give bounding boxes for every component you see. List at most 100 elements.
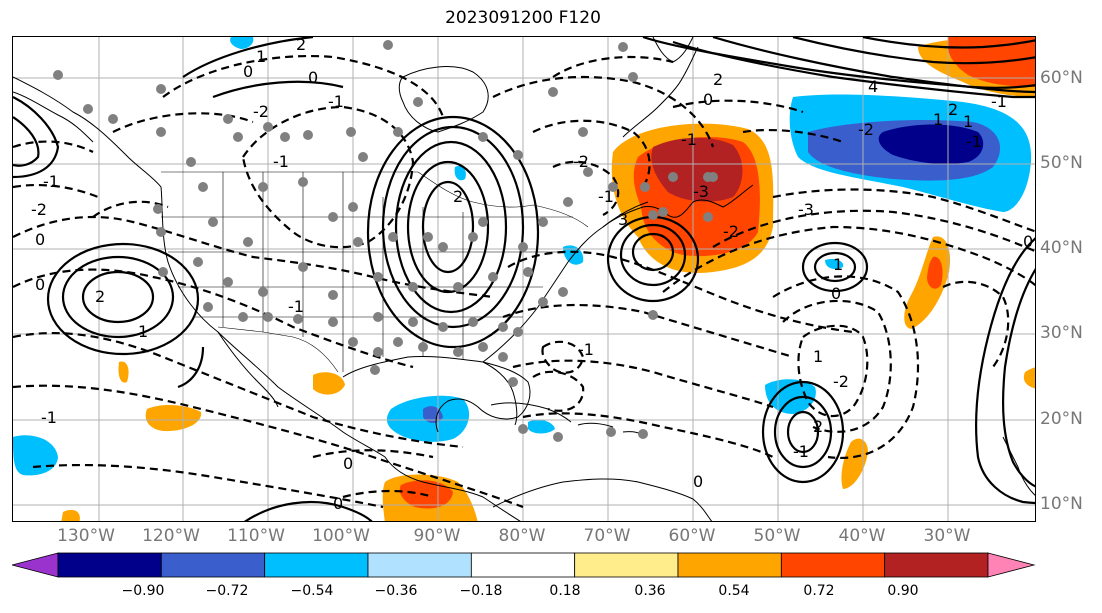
us-canada-border bbox=[161, 171, 589, 228]
colorbar-extend-low bbox=[12, 552, 59, 578]
canadian-maritimes bbox=[602, 184, 754, 228]
contour-label: 1 bbox=[256, 47, 266, 66]
contour-north-jet-2 bbox=[672, 40, 1035, 99]
contour-low-atlantic-1 bbox=[631, 232, 675, 272]
contour-high-center-2 bbox=[406, 160, 490, 294]
contour-east-trough-2 bbox=[1001, 268, 1035, 488]
contour-label: 2 bbox=[948, 100, 958, 119]
contour-high-center-4 bbox=[381, 125, 525, 329]
colorbar-tick-label: −0.90 bbox=[121, 583, 165, 599]
florida bbox=[482, 361, 518, 426]
colorbar-segment bbox=[57, 552, 162, 578]
contour-label: -3 bbox=[693, 182, 709, 201]
longitude-label: 60°W bbox=[668, 526, 716, 546]
latitude-label: 60°N bbox=[1040, 68, 1083, 88]
hispaniola bbox=[577, 422, 614, 428]
contour-label: 1 bbox=[963, 112, 973, 131]
contour-label: 1 bbox=[833, 255, 843, 274]
contour-high-center-5 bbox=[366, 115, 540, 349]
positive-anomaly-east-edge bbox=[1023, 367, 1035, 389]
contour-label: -1 bbox=[43, 172, 59, 191]
station-dots bbox=[53, 40, 718, 442]
colorbar-tick-label: 0.90 bbox=[887, 583, 919, 599]
colorbar-segment bbox=[884, 552, 989, 578]
latitude-label: 20°N bbox=[1040, 409, 1083, 429]
contour-trough-1 bbox=[786, 410, 820, 454]
contour-label: -1 bbox=[991, 92, 1007, 111]
contour-label: 2 bbox=[95, 287, 105, 306]
alaska-panhandle bbox=[13, 91, 94, 143]
contour-label: 0 bbox=[703, 90, 713, 109]
contour-high-west-3 bbox=[46, 242, 200, 356]
contour-label: 0 bbox=[333, 494, 343, 513]
contour-high-west-2 bbox=[61, 255, 175, 339]
contour-label: 0 bbox=[35, 230, 45, 249]
contour-northwest-4 bbox=[212, 80, 344, 99]
contour-label: 2 bbox=[453, 187, 463, 206]
colorbar-segment bbox=[264, 552, 369, 578]
longitude-label: 130°W bbox=[57, 526, 115, 546]
longitude-label: 70°W bbox=[583, 526, 631, 546]
contour-northwest-3 bbox=[182, 37, 314, 78]
positive-contours bbox=[13, 37, 1035, 521]
contour-label: 0 bbox=[693, 472, 703, 491]
colorbar-tick-label: −0.18 bbox=[459, 583, 503, 599]
contour-label: 0 bbox=[343, 454, 353, 473]
contour-label: -1 bbox=[966, 132, 982, 151]
forecast-map: 0 1 2 0 -1 -2 -1 -2 0 2 1 -1 -1 -2 0 -3 … bbox=[12, 36, 1036, 522]
longitude-label: 80°W bbox=[498, 526, 546, 546]
longitude-label: 90°W bbox=[413, 526, 461, 546]
contour-label: 4 bbox=[868, 77, 878, 96]
contour-bermuda-1 bbox=[813, 251, 857, 283]
contour-label: 2 bbox=[713, 70, 723, 89]
colorbar-segment bbox=[367, 552, 472, 578]
contour-high-center-1 bbox=[421, 180, 475, 274]
contour-north-jet-3 bbox=[712, 37, 1035, 94]
labrador-coast bbox=[622, 46, 699, 138]
contour-high-west-1 bbox=[81, 270, 155, 324]
contour-label: 2 bbox=[813, 417, 823, 436]
contour-label: -2 bbox=[858, 120, 874, 139]
latitude-label: 30°N bbox=[1040, 323, 1083, 343]
contour-label: -1 bbox=[41, 408, 57, 427]
colorbar-tick-label: 0.18 bbox=[549, 583, 581, 599]
contour-label: 0 bbox=[1023, 232, 1033, 251]
contour-label: -1 bbox=[598, 187, 614, 206]
contour-label-layer: 0 1 2 0 -1 -2 -1 -2 0 2 1 -1 -1 -2 0 -3 … bbox=[31, 37, 1033, 513]
contour-northwest-2 bbox=[13, 116, 40, 167]
contour-label: -1 bbox=[681, 130, 697, 149]
latitude-label: 50°N bbox=[1040, 153, 1083, 173]
contour-bermuda-2 bbox=[801, 241, 869, 293]
latitude-label: 40°N bbox=[1040, 238, 1083, 258]
negative-anomaly-hudson bbox=[230, 37, 254, 49]
contour-label: 0 bbox=[308, 68, 318, 87]
filled-anomaly-layer bbox=[13, 37, 1035, 521]
colorbar-tick-label: −0.54 bbox=[290, 583, 334, 599]
baja-peninsula bbox=[217, 331, 279, 408]
colorbar-segment bbox=[470, 552, 576, 578]
contour-label: 0 bbox=[35, 275, 45, 294]
positive-anomaly-newfoundland-peak bbox=[651, 137, 743, 202]
negative-anomaly-bermuda bbox=[825, 258, 844, 269]
contour-label: 0 bbox=[831, 284, 841, 303]
colorbar-tick-label: 0.36 bbox=[634, 583, 666, 599]
positive-anomaly-pacific-south bbox=[145, 405, 202, 432]
contour-label: -1 bbox=[328, 92, 344, 111]
contour-label: -2 bbox=[573, 152, 589, 171]
colorbar-tick-label: −0.72 bbox=[205, 583, 249, 599]
colorbar-tick-label: 0.72 bbox=[803, 583, 835, 599]
colorbar-segments bbox=[12, 552, 1036, 578]
longitude-label: 120°W bbox=[142, 526, 200, 546]
contour-north-jet-5 bbox=[862, 37, 1035, 49]
contour-low-atlantic-2 bbox=[619, 223, 687, 287]
colorbar-segment bbox=[160, 552, 266, 578]
longitude-label: 30°W bbox=[923, 526, 971, 546]
contour-label: -2 bbox=[253, 102, 269, 121]
map-canvas: 0 1 2 0 -1 -2 -1 -2 0 2 1 -1 -1 -2 0 -3 … bbox=[13, 37, 1035, 521]
colorbar bbox=[12, 552, 1036, 578]
contour-label: -1 bbox=[578, 340, 594, 359]
contour-trough-2 bbox=[773, 395, 833, 469]
negative-anomaly-caribbean bbox=[528, 419, 555, 434]
contour-north-jet-4 bbox=[792, 37, 1035, 65]
colorbar-tick-label: −0.36 bbox=[374, 583, 418, 599]
